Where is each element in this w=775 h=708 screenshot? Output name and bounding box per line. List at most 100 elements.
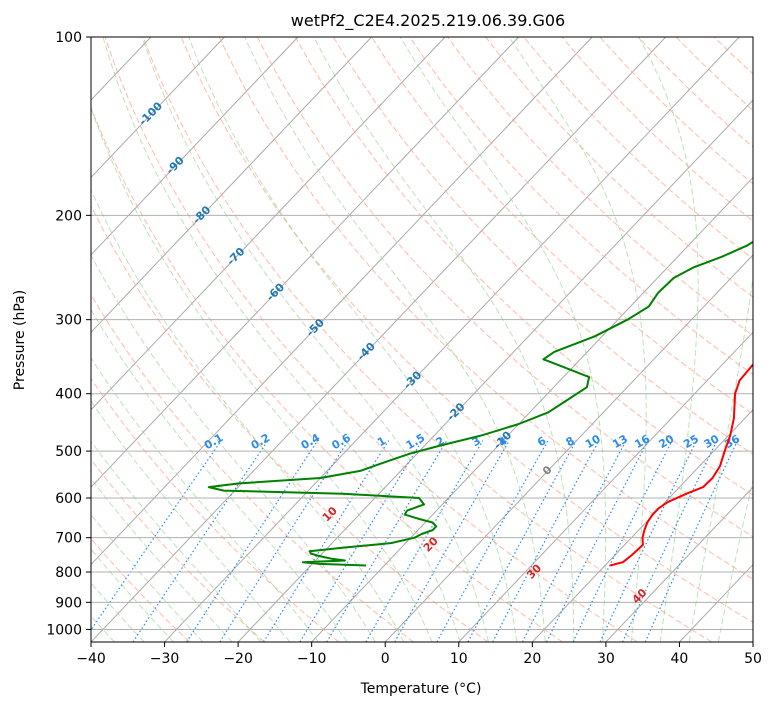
dry-adiabat-line	[256, 37, 753, 538]
dry-adiabat-label: 30	[524, 561, 544, 581]
isotherm-line	[164, 37, 740, 642]
moist-adiabat-line	[91, 513, 204, 642]
moist-adiabat-line	[91, 400, 291, 642]
mixing-ratio-line	[622, 440, 718, 642]
y-tick-label: 400	[55, 387, 82, 403]
dry-adiabat-line	[91, 106, 563, 642]
moist-adiabat-line	[91, 440, 262, 642]
chart-title: wetPf2_C2E4.2025.219.06.39.G06	[291, 11, 565, 31]
mixing-ratio-line	[326, 440, 448, 642]
isotherm-line	[91, 37, 372, 334]
isotherm-line	[91, 37, 446, 411]
mixing-ratio-line	[644, 440, 739, 642]
dry-adiabat-line	[91, 537, 191, 642]
mixing-ratio-label: 0.2	[249, 431, 272, 452]
moist-adiabat-line	[91, 356, 319, 642]
dry-adiabat-line	[104, 37, 638, 642]
moist-adiabat-line	[91, 548, 174, 642]
mixing-ratio-label: 8	[564, 434, 577, 449]
dry-adiabat-label: 40	[630, 586, 650, 606]
dry-adiabat-line	[485, 37, 753, 298]
background-lines	[0, 37, 753, 642]
mixing-ratio-label: 16	[632, 432, 652, 451]
mixing-ratio-label: 30	[702, 432, 722, 451]
x-tick-label: −30	[150, 651, 180, 667]
y-tick-label: 900	[55, 595, 82, 611]
dry-adiabat-line	[409, 37, 753, 376]
moist-adiabat-line	[638, 37, 699, 642]
mixing-ratio-label: 6	[535, 434, 548, 449]
profiles	[207, 240, 753, 567]
moist-adiabat-line	[717, 478, 753, 642]
mixing-ratio-label: 0.1	[202, 431, 225, 452]
mixing-ratio-line	[219, 440, 349, 642]
dry-adiabat-line	[180, 37, 753, 623]
dry-adiabat-line	[332, 37, 753, 455]
mixing-ratio-line	[436, 440, 549, 642]
isotherm-line	[237, 99, 753, 642]
dry-adiabat-line	[751, 37, 753, 39]
y-tick-label: 200	[55, 208, 82, 224]
mixing-ratio-line	[572, 440, 673, 642]
isotherm-line	[752, 641, 753, 642]
temperature-profile	[609, 362, 753, 567]
moist-adiabat-line	[688, 274, 753, 642]
isotherm-line	[0, 37, 4, 642]
mixing-ratio-label: 0.6	[329, 431, 353, 452]
dry-adiabat-line	[675, 37, 753, 111]
x-tick-label: −40	[76, 651, 106, 667]
x-axis-label: Temperature (°C)	[360, 681, 482, 697]
moist-adiabat-line	[102, 37, 461, 642]
x-tick-label: −10	[297, 651, 327, 667]
x-tick-label: 40	[671, 651, 689, 667]
mixing-ratio-line	[299, 440, 423, 642]
moist-adiabat-line	[91, 254, 376, 642]
y-tick-label: 500	[55, 444, 82, 460]
moist-adiabat-line	[313, 37, 575, 642]
dry-adiabat-line	[294, 37, 753, 496]
y-tick-label: 800	[55, 565, 82, 581]
y-tick-label: 300	[55, 313, 82, 329]
dry-adiabat-line	[713, 37, 753, 75]
isotherm-line	[605, 486, 753, 642]
y-tick-label: 1000	[46, 622, 82, 638]
moist-adiabat-line	[91, 582, 145, 642]
y-axis-label: Pressure (hPa)	[12, 290, 28, 390]
x-tick-label: 50	[744, 651, 762, 667]
dry-adiabat-line	[637, 37, 753, 148]
dewpoint-profile	[207, 240, 753, 567]
x-tick-label: 30	[597, 651, 615, 667]
isotherm-line	[531, 408, 753, 642]
mixing-ratio-label: 0.4	[299, 431, 323, 452]
isotherm-line	[91, 37, 667, 642]
dry-adiabat-line	[142, 37, 713, 642]
moist-adiabat-line	[91, 308, 348, 642]
mixing-ratio-line	[365, 440, 484, 642]
mixing-ratio-line	[599, 440, 698, 642]
mixing-ratio-label: 1	[375, 434, 388, 449]
mixing-ratio-line	[521, 440, 627, 642]
mixing-ratio-line	[132, 440, 269, 642]
dry-adiabat-line	[91, 204, 489, 642]
mixing-ratio-line	[262, 440, 390, 642]
isotherm-line	[91, 37, 520, 488]
moist-adiabat-line	[399, 37, 607, 642]
x-tick-label: 10	[450, 651, 468, 667]
x-ticks: −40 −30 −20 −10 0 10 20 30 40 50	[76, 642, 762, 667]
dry-adiabat-line	[561, 37, 753, 222]
y-tick-label: 700	[55, 531, 82, 547]
x-tick-label: −20	[223, 651, 253, 667]
y-tick-label: 600	[55, 491, 82, 507]
mixing-ratio-label: 20	[657, 432, 677, 451]
x-tick-label: 0	[381, 651, 390, 667]
mixing-ratio-line	[546, 440, 649, 642]
mixing-ratio-line	[467, 440, 577, 642]
mixing-ratio-line	[186, 440, 319, 642]
dry-adiabat-line	[91, 293, 414, 642]
isotherm-line	[91, 37, 225, 179]
y-ticks: 100 200 300 400 500 600 700 800 900 1000	[46, 30, 91, 638]
mixing-ratio-label: 13	[610, 432, 630, 451]
moist-adiabat-line	[508, 37, 647, 642]
isotherm-line	[384, 254, 753, 642]
